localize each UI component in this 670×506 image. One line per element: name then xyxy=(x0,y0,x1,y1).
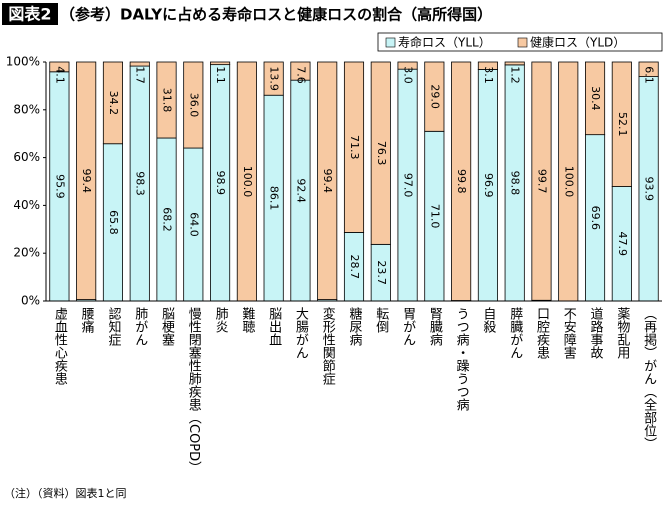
x-tick-label: 腎臓病 xyxy=(427,307,443,346)
bar-segment xyxy=(49,61,70,73)
bar-segment xyxy=(263,61,284,96)
x-tick-label: 自殺 xyxy=(480,307,496,334)
x-tick-label: 脳出血 xyxy=(266,307,282,346)
legend-label: 健康ロス（YLD） xyxy=(530,35,625,50)
x-tick-label: 腰痛 xyxy=(79,307,95,334)
value-label: 34.2 xyxy=(107,91,120,116)
value-label: 98.8 xyxy=(509,171,522,196)
value-label: 23.7 xyxy=(375,260,388,285)
value-label: 98.3 xyxy=(134,171,147,196)
x-tick-label: （再掲）がん（全部位） xyxy=(641,307,657,450)
x-tick-label: 肺炎 xyxy=(213,307,229,333)
x-tick-label: 転倒 xyxy=(373,307,389,334)
legend-label: 寿命ロス（YLL） xyxy=(398,35,491,50)
bar-segment xyxy=(477,61,498,70)
badge: 図表2 xyxy=(8,5,51,24)
x-tick-label: 難聴 xyxy=(239,307,255,333)
bar-segment xyxy=(370,61,391,245)
bar-segment xyxy=(317,61,338,300)
bar-segment xyxy=(611,61,632,187)
bar-segment xyxy=(531,61,552,301)
value-label: 3.1 xyxy=(482,66,495,84)
bar-segment xyxy=(129,61,150,67)
bar-segment xyxy=(183,61,204,149)
note: （注）（資料）図表1と同 xyxy=(4,486,127,500)
value-label: 29.0 xyxy=(428,84,441,109)
bar-segment xyxy=(585,61,606,136)
value-label: 7.6 xyxy=(294,66,307,84)
x-tick-label: 虚血性心疾患 xyxy=(52,307,68,385)
value-label: 100.0 xyxy=(562,166,575,198)
value-label: 1.2 xyxy=(509,66,522,84)
x-tick-label: 口腔疾患 xyxy=(534,307,550,359)
x-tick-label: 変形性関節症 xyxy=(320,306,336,385)
value-label: 28.7 xyxy=(348,254,361,279)
y-tick-label: 60% xyxy=(13,150,40,164)
value-label: 99.7 xyxy=(535,169,548,194)
value-label: 95.9 xyxy=(53,174,66,199)
value-label: 99.4 xyxy=(321,169,334,194)
value-label: 68.2 xyxy=(161,207,174,232)
x-tick-label: 膵臓がん xyxy=(507,307,523,359)
value-label: 71.3 xyxy=(348,135,361,160)
value-label: 97.0 xyxy=(402,173,415,198)
bar-segment xyxy=(290,61,311,81)
value-label: 96.9 xyxy=(482,173,495,198)
value-label: 52.1 xyxy=(616,112,629,136)
value-label: 3.0 xyxy=(402,66,415,84)
y-tick-label: 40% xyxy=(13,198,40,212)
value-label: 92.4 xyxy=(294,178,307,203)
chart-title: （参考）DALYに占める寿命ロスと健康ロスの割合（高所得国） xyxy=(60,6,492,24)
value-label: 64.0 xyxy=(187,212,200,237)
y-tick-label: 100% xyxy=(6,55,40,69)
bar-segment xyxy=(638,61,659,77)
x-tick-label: 糖尿病 xyxy=(347,306,363,346)
x-tick-label: 道路事故 xyxy=(588,307,604,359)
value-label: 47.9 xyxy=(616,232,629,257)
x-tick-label: 大腸がん xyxy=(293,307,309,359)
value-label: 13.9 xyxy=(268,66,281,91)
value-label: 65.8 xyxy=(107,210,120,235)
value-label: 100.0 xyxy=(241,166,254,198)
value-label: 4.1 xyxy=(53,66,66,84)
value-label: 1.1 xyxy=(214,66,227,84)
value-label: 30.4 xyxy=(589,86,602,111)
value-label: 76.3 xyxy=(375,141,388,166)
x-tick-label: 薬物乱用 xyxy=(614,307,630,360)
y-tick-label: 80% xyxy=(13,102,40,116)
bar-segment xyxy=(504,61,525,66)
x-tick-label: 胃がん xyxy=(400,307,416,346)
bar-segment xyxy=(156,61,177,139)
badge-box xyxy=(2,3,58,25)
x-tick-label: 慢性閉塞性肺疾患（COPD） xyxy=(186,306,202,474)
y-tick-label: 20% xyxy=(13,246,40,260)
value-label: 69.6 xyxy=(589,206,602,231)
value-label: 93.9 xyxy=(643,177,656,202)
value-label: 99.4 xyxy=(80,169,93,194)
value-label: 36.0 xyxy=(187,93,200,118)
bar-segment xyxy=(397,61,418,70)
x-tick-label: 認知症 xyxy=(105,306,121,346)
x-tick-label: うつ病・躁うつ病 xyxy=(454,307,470,411)
value-label: 71.0 xyxy=(428,204,441,229)
bar-segment xyxy=(210,61,231,66)
bar-segment xyxy=(102,61,123,145)
value-label: 99.8 xyxy=(455,169,468,194)
x-tick-label: 脳梗塞 xyxy=(159,307,175,346)
bar-segment xyxy=(76,61,97,300)
value-label: 6.1 xyxy=(643,66,656,84)
value-label: 1.7 xyxy=(134,66,147,84)
y-tick-label: 0% xyxy=(21,294,40,308)
value-label: 31.8 xyxy=(161,88,174,113)
legend-swatch xyxy=(385,37,396,48)
value-label: 98.9 xyxy=(214,171,227,196)
bar-segment xyxy=(343,61,365,233)
legend-swatch xyxy=(517,37,528,48)
x-tick-label: 肺がん xyxy=(132,307,148,346)
value-label: 86.1 xyxy=(268,186,281,211)
bar-segment xyxy=(424,61,445,132)
x-tick-label: 不安障害 xyxy=(561,307,577,360)
